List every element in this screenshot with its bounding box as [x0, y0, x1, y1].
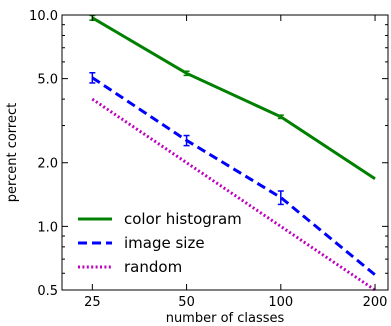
y-tick-label: 2.0 — [37, 157, 58, 172]
x-tick-label: 100 — [268, 295, 293, 310]
series-line — [91, 76, 376, 276]
legend-label: image size — [124, 234, 205, 252]
x-tick-label: 50 — [178, 295, 195, 310]
series-line — [91, 16, 376, 180]
y-tick-label: 0.5 — [37, 284, 58, 299]
legend-label: color histogram — [124, 210, 242, 228]
y-tick-label: 5.0 — [37, 73, 58, 88]
legend: color histogram image size random — [78, 210, 242, 276]
ticks-layer: 25 50 100 200 0.5 1.0 2.0 5.0 10.0 — [29, 9, 388, 310]
legend-label: random — [124, 258, 182, 276]
y-tick-label: 10.0 — [29, 9, 58, 24]
x-axis-label: number of classes — [166, 311, 285, 326]
x-tick-label: 200 — [363, 295, 388, 310]
series-layer — [89, 14, 376, 292]
x-tick-label: 25 — [84, 295, 101, 310]
plot-frame — [61, 14, 389, 291]
y-tick-label: 1.0 — [37, 220, 58, 235]
y-axis-label: percent correct — [5, 103, 20, 202]
